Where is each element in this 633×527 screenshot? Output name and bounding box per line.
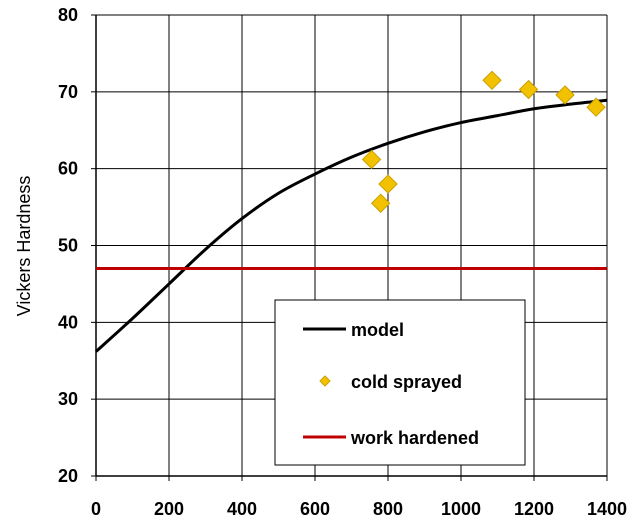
x-tick-label-600: 600 [300,499,330,519]
cold-sprayed-point-0 [361,149,382,170]
cold-sprayed-point-4 [518,79,539,100]
y-tick-label-60: 60 [58,159,78,179]
legend-cold-sprayed-label: cold sprayed [351,372,462,392]
y-tick-label-80: 80 [58,5,78,25]
y-tick-label-40: 40 [58,312,78,332]
y-tick-label-30: 30 [58,389,78,409]
series-layer [94,70,608,353]
y-axis-label: Vickers Hardness [14,176,34,317]
legend-work-hardened-label: work hardened [350,428,479,448]
x-tick-label-0: 0 [91,499,101,519]
legend-cold-sprayed-marker [319,375,331,387]
x-tick-label-1000: 1000 [441,499,481,519]
axes: 0 200 400 600 800 1000 1200 1400 20 30 40 50 60 70 80 [58,5,627,519]
legend: model cold sprayed work hardened [274,299,526,466]
y-tick-label-70: 70 [58,82,78,102]
cold-sprayed-point-1 [370,193,391,213]
x-tick-label-400: 400 [227,499,257,519]
cold-sprayed-point-5 [555,85,575,105]
x-tick-label-200: 200 [154,499,184,519]
x-tick-label-1200: 1200 [514,499,554,519]
cold-sprayed-point-2 [378,174,398,194]
grid [96,14,608,476]
x-tick-label-1400: 1400 [587,499,627,519]
legend-model-label: model [351,320,404,340]
x-tick-label-800: 800 [373,499,403,519]
cold-sprayed-point-3 [482,70,502,91]
series-model-curve [94,98,608,353]
cold-sprayed-point-6 [586,97,606,117]
y-tick-label-20: 20 [58,466,78,486]
y-tick-label-50: 50 [58,236,78,256]
